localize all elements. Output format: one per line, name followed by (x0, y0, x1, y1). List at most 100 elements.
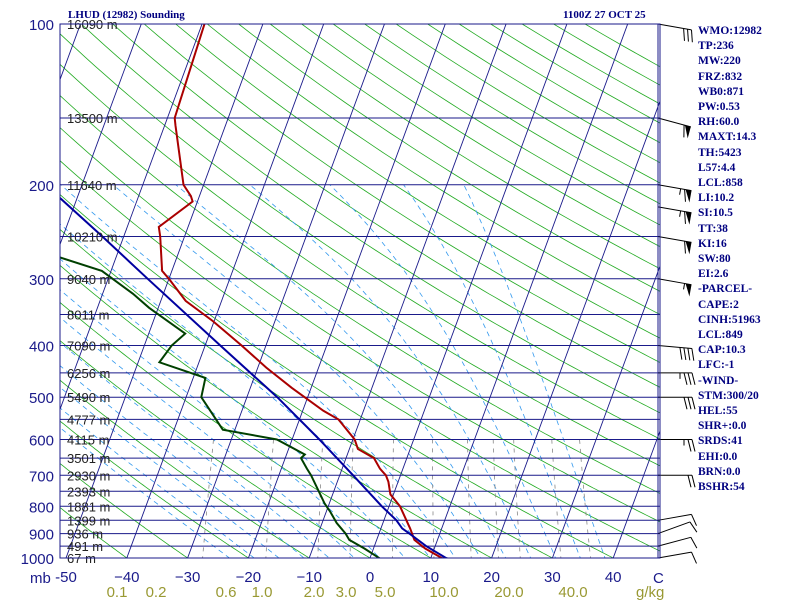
temperature-tick-label: 20 (483, 569, 500, 586)
parameter-item: CAPE:2 (698, 298, 739, 311)
isotherm (551, 264, 660, 558)
parameter-item: EHI:0.0 (698, 450, 738, 463)
isotherm (0, 0, 29, 580)
parameter-item: MW:220 (698, 55, 741, 68)
dewpoint-line (60, 256, 381, 558)
pressure-tick-label: 100 (29, 17, 54, 34)
moist-adiabat (60, 427, 231, 558)
height-label: 1399 m (67, 513, 110, 528)
isotherm (187, 24, 385, 558)
pressure-tick-label: 300 (29, 272, 54, 289)
y-axis-label: mb (30, 570, 51, 587)
isotherm (60, 24, 203, 411)
temperature-tick-label: 30 (544, 569, 561, 586)
wind-barb (657, 23, 692, 31)
moist-adiabat (329, 184, 556, 558)
moist-adiabats (60, 184, 606, 558)
wind-barb-pennant (685, 241, 692, 255)
wind-barb-flag (684, 211, 686, 224)
x-axis-label: C (653, 570, 664, 587)
parameter-item: KI:16 (698, 237, 727, 250)
mixing-ratio-label: 2.0 (304, 584, 325, 600)
isotherm (65, 24, 264, 558)
mixing-ratio-line (579, 439, 592, 558)
parameter-item: HEL:55 (698, 405, 738, 418)
moist-adiabat (60, 184, 456, 558)
moist-adiabat (112, 184, 482, 558)
wind-barb (657, 117, 691, 128)
parameter-item: TT:38 (698, 222, 728, 235)
dry-adiabat (60, 127, 660, 523)
moist-adiabat (60, 289, 381, 558)
mixing-ratio-label: 0.2 (146, 584, 167, 600)
parameter-item: PW:0.53 (698, 101, 740, 114)
parcel-path-line (60, 196, 450, 558)
pressure-tick-label: 900 (29, 527, 54, 544)
wind-barb-halfflag (679, 210, 682, 217)
mixing-ratio-label: 0.6 (216, 584, 237, 600)
dry-adiabat (60, 463, 189, 558)
mixing-ratio-label: 3.0 (336, 584, 357, 600)
temperature-line (157, 24, 448, 558)
parameter-item: TP:236 (698, 40, 734, 53)
wind-barb-pennant (685, 211, 692, 225)
moist-adiabat (60, 316, 355, 558)
parameter-panel: WMO:12982 TP:236 MW:220 FRZ:832 WB0:871 PW:0.… (698, 24, 798, 495)
wind-barbs (657, 23, 698, 564)
dry-adiabat (60, 194, 615, 558)
wind-barb-flag (679, 347, 683, 360)
height-label: 7090 m (67, 339, 110, 354)
wind-barb-flag (687, 348, 691, 361)
dry-adiabat (143, 24, 660, 363)
wind-barb-flag (683, 28, 685, 41)
wind-barb-flag (691, 514, 697, 526)
parameter-item: MAXT:14.3 (698, 131, 757, 144)
temperature-tick-label: -50 (55, 569, 77, 586)
height-label: 491 m (67, 539, 103, 554)
wind-barb (657, 551, 692, 559)
mixing-ratio-label: 20.0 (494, 584, 523, 600)
isotherm (60, 24, 142, 246)
pressure-tick-label: 700 (29, 468, 54, 485)
parameter-item: RH:60.0 (698, 116, 740, 129)
moist-adiabat (175, 184, 507, 558)
pressure-tick-label: 800 (29, 499, 54, 516)
mixing-ratio-line (513, 439, 521, 558)
parameter-item: WB0:871 (698, 85, 744, 98)
temperature-tick-label: 10 (422, 569, 439, 586)
parameter-item: -WIND- (698, 374, 739, 387)
dry-adiabat (60, 94, 660, 494)
dry-adiabat (112, 24, 660, 388)
height-label: 11640 m (67, 178, 117, 193)
mixing-ratio-line (492, 439, 500, 558)
height-label: 4777 m (67, 412, 110, 427)
dry-adiabat (60, 160, 660, 552)
height-label: 9040 m (67, 272, 110, 287)
wind-barb-flag (691, 372, 696, 385)
wind-barb-flag (687, 29, 689, 42)
wind-barb-pennant (685, 283, 692, 297)
parameter-item: TH:5423 (698, 146, 742, 159)
moist-adiabat (60, 341, 330, 558)
parameter-item: SRDS:41 (698, 435, 743, 448)
dry-adiabat (80, 24, 660, 414)
dry-adiabat (60, 507, 128, 558)
pressure-tick-label: 200 (29, 178, 54, 195)
parameter-item: CINH:51963 (698, 313, 761, 326)
dry-adiabats (60, 24, 660, 558)
height-label: 6256 m (67, 366, 110, 381)
chart-timestamp: 1100Z 27 OCT 25 (563, 9, 646, 21)
wind-barb-pennant (685, 125, 691, 139)
height-label: 13500 m (67, 111, 118, 126)
dry-adiabat (60, 264, 493, 558)
mixing-ratio-line (349, 439, 354, 558)
wind-barb-flag (687, 372, 692, 385)
parameter-item: SW:80 (698, 253, 731, 266)
parameter-item: SHR+:0.0 (698, 420, 747, 433)
pressure-tick-label: 600 (29, 433, 54, 450)
wind-barb-flag (687, 397, 692, 410)
dry-adiabat (269, 24, 660, 270)
isotherm (247, 24, 446, 558)
